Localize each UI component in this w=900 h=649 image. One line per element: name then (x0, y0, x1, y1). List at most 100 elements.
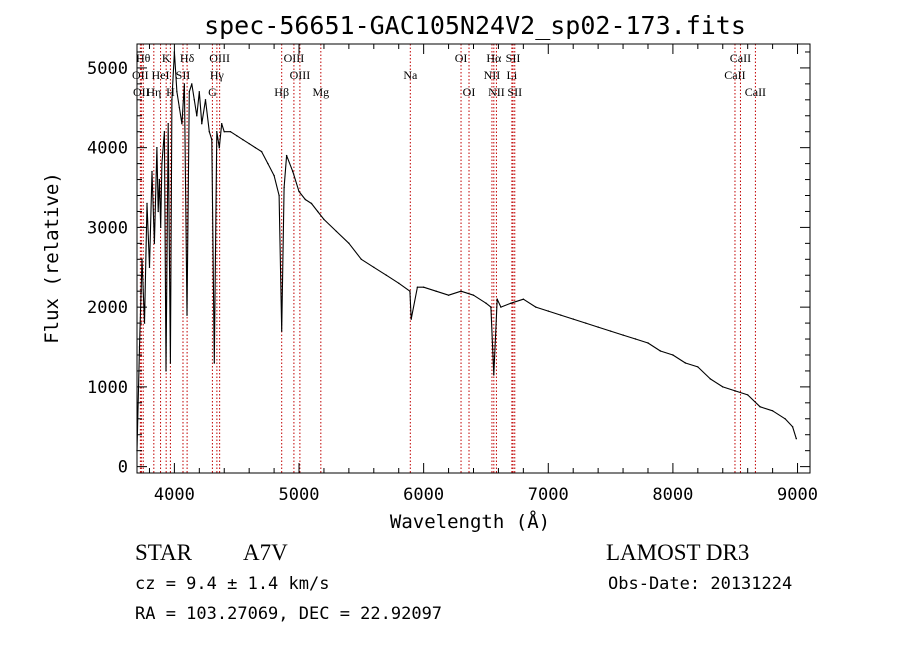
flux-point-7 (153, 242, 156, 244)
flux-point-78 (547, 310, 549, 312)
line-label-15: Mg (312, 85, 329, 99)
line-label-16: Na (403, 68, 418, 82)
flux-point-46 (278, 194, 280, 197)
flux-point-19 (176, 91, 178, 93)
line-label-18: OI (463, 85, 476, 99)
line-label-9: OIII (209, 51, 230, 65)
flux-point-29 (201, 123, 203, 125)
observation-date: Obs-Date: 20131224 (608, 574, 792, 594)
flux-point-25 (191, 83, 193, 85)
plot-frame (136, 43, 811, 474)
flux-point-66 (435, 290, 437, 292)
flux-point-35 (218, 147, 220, 149)
line-label-26: CaII (730, 51, 751, 65)
flux-point-45 (273, 174, 275, 177)
line-label-3: Hη (146, 85, 161, 99)
flux-point-17 (171, 99, 173, 101)
y-tick-label-2: 2000 (87, 298, 128, 318)
flux-point-63 (410, 318, 412, 320)
line-label-24: SII (507, 85, 522, 99)
y-tick-label-5: 5000 (87, 59, 128, 79)
flux-point-22 (183, 83, 186, 85)
y-tick-label-0: 0 (118, 458, 128, 478)
flux-point-27 (196, 115, 198, 117)
flux-point-53 (310, 202, 313, 205)
flux-point-98 (791, 426, 794, 428)
flux-point-54 (317, 210, 319, 213)
flux-point-15 (167, 123, 169, 125)
flux-point-76 (522, 298, 525, 300)
flux-point-99 (795, 438, 797, 440)
flux-point-58 (360, 258, 362, 260)
flux-point-88 (672, 354, 674, 356)
flux-point-73 (496, 298, 498, 300)
flux-point-77 (535, 306, 537, 308)
flux-point-72 (493, 374, 495, 376)
flux-point-55 (323, 218, 325, 221)
line-label-4: HeI (152, 68, 170, 82)
line-label-12: Hβ (274, 85, 289, 99)
flux-point-82 (597, 326, 599, 328)
flux-point-96 (771, 410, 774, 412)
flux-point-40 (242, 139, 244, 141)
flux-point-48 (283, 186, 285, 189)
redshift-velocity: cz = 9.4 ± 1.4 km/s (135, 574, 329, 594)
flux-point-21 (181, 123, 183, 125)
y-tick-label-3: 3000 (87, 218, 128, 238)
flux-point-70 (485, 302, 487, 304)
flux-point-89 (684, 362, 687, 364)
x-axis-label: Wavelength (Å) (390, 510, 550, 533)
flux-point-33 (213, 362, 215, 364)
flux-point-90 (697, 366, 699, 368)
flux-point-59 (373, 266, 375, 268)
flux-point-69 (472, 294, 475, 296)
flux-point-16 (169, 362, 172, 364)
line-label-25: CaII (724, 68, 745, 82)
flux-point-67 (447, 294, 450, 296)
flux-point-23 (186, 314, 188, 316)
flux-point-92 (722, 386, 724, 388)
x-tick-label-4: 8000 (652, 485, 693, 505)
flux-point-74 (500, 306, 502, 308)
flux-point-44 (267, 162, 269, 165)
flux-point-6 (151, 170, 153, 173)
subclass: A7V (243, 540, 288, 565)
flux-point-95 (759, 406, 761, 408)
flux-point-65 (422, 286, 425, 288)
x-tick-label-0: 4000 (154, 485, 195, 505)
flux-point-62 (409, 290, 411, 292)
line-label-27: CaII (745, 85, 766, 99)
line-label-11: G (208, 85, 217, 99)
flux-point-49 (285, 154, 288, 157)
flux-point-47 (281, 330, 283, 332)
flux-point-39 (236, 135, 238, 137)
flux-point-97 (784, 418, 786, 420)
flux-point-4 (146, 202, 148, 205)
x-tick-label-5: 9000 (777, 485, 818, 505)
y-axis-label: Flux (relative) (41, 172, 63, 344)
flux-point-79 (560, 314, 562, 316)
flux-point-84 (622, 334, 624, 336)
flux-point-94 (747, 394, 749, 396)
flux-point-43 (260, 150, 263, 153)
flux-series (136, 51, 797, 452)
flux-point-5 (148, 266, 151, 268)
flux-point-57 (348, 242, 350, 244)
flux-point-60 (385, 274, 387, 276)
flux-point-31 (208, 131, 210, 133)
flux-point-93 (734, 390, 736, 392)
flux-point-11 (160, 226, 162, 229)
line-label-13: OIII (284, 51, 305, 65)
flux-point-83 (609, 330, 612, 332)
survey-label: LAMOST DR3 (606, 540, 749, 565)
object-type: STAR (135, 540, 193, 565)
line-label-20: NII (484, 68, 501, 82)
flux-point-87 (659, 350, 662, 352)
flux-point-1 (138, 346, 141, 348)
line-label-21: NII (488, 85, 505, 99)
flux-point-37 (223, 131, 225, 133)
flux-point-61 (398, 282, 400, 284)
line-label-0: OII (132, 68, 149, 82)
flux-point-86 (647, 342, 649, 344)
